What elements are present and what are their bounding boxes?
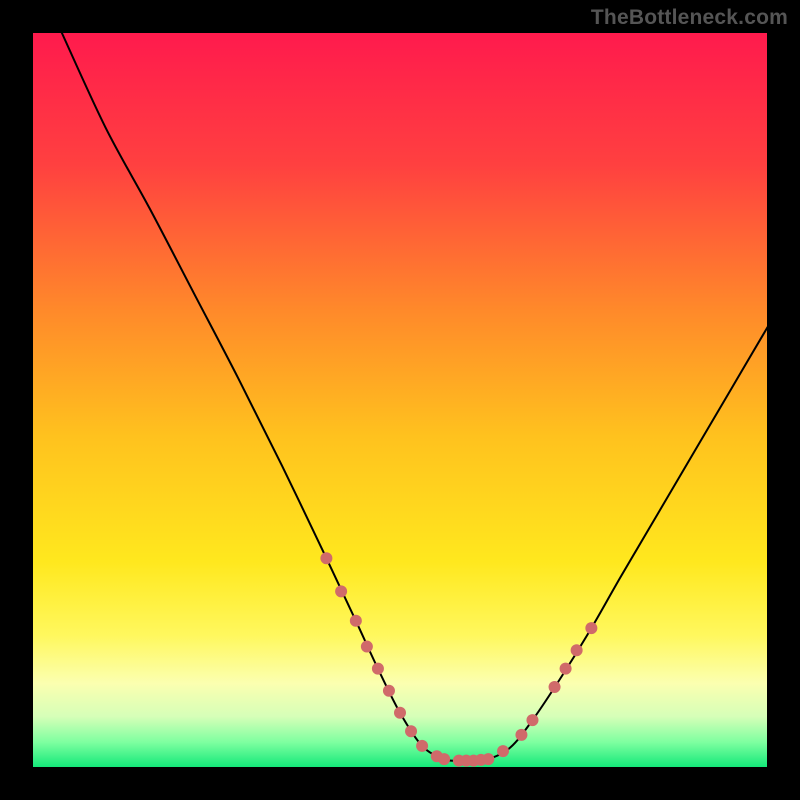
bottleneck-chart-svg — [0, 0, 800, 800]
marker-dot — [438, 753, 450, 765]
marker-dot — [482, 753, 494, 765]
marker-dot — [571, 644, 583, 656]
marker-dot — [416, 740, 428, 752]
marker-dot — [515, 729, 527, 741]
marker-dot — [320, 552, 332, 564]
marker-dot — [526, 714, 538, 726]
chart-container: TheBottleneck.com — [0, 0, 800, 800]
marker-dot — [560, 663, 572, 675]
marker-dot — [383, 685, 395, 697]
marker-dot — [350, 615, 362, 627]
plot-background — [32, 32, 768, 768]
watermark-text: TheBottleneck.com — [591, 6, 788, 30]
marker-dot — [549, 681, 561, 693]
marker-dot — [361, 641, 373, 653]
marker-dot — [372, 663, 384, 675]
marker-dot — [335, 585, 347, 597]
marker-dot — [394, 707, 406, 719]
marker-dot — [497, 745, 509, 757]
marker-dot — [405, 725, 417, 737]
marker-dot — [585, 622, 597, 634]
